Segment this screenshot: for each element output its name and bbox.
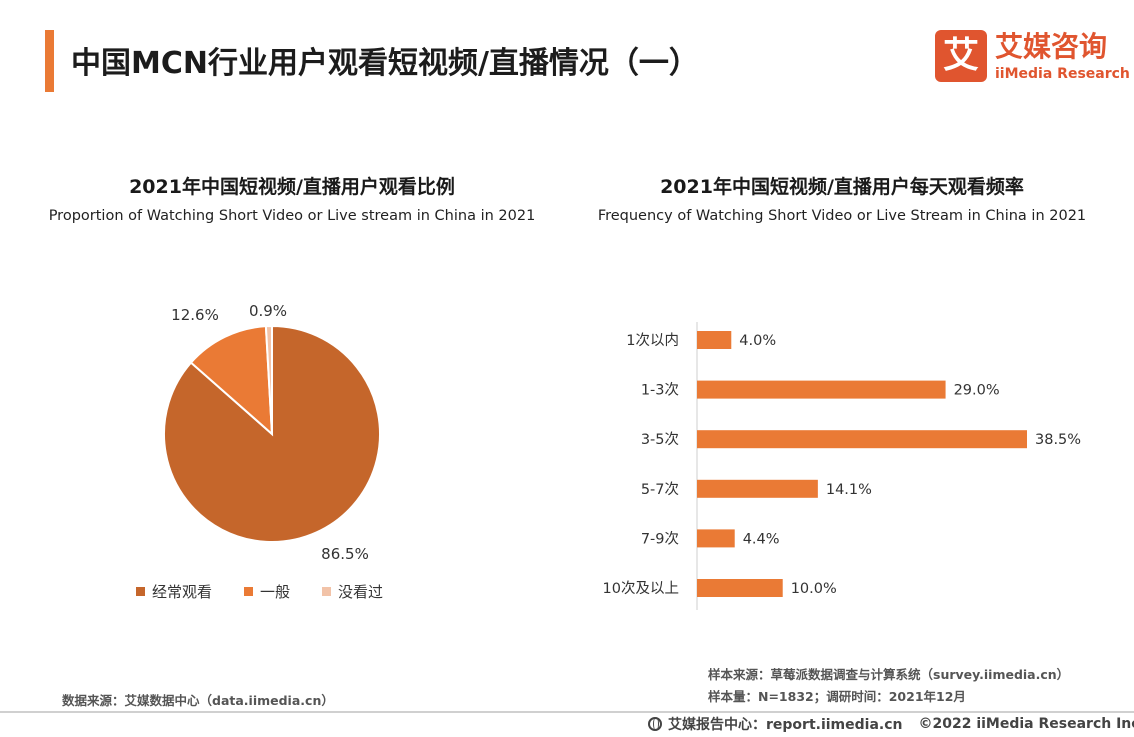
bar-2	[697, 380, 946, 399]
legend-swatch	[244, 587, 254, 596]
bar-1	[697, 331, 732, 349]
bar-category-label: 7-9次	[641, 530, 679, 547]
bar-category-label: 10次及以上	[603, 580, 679, 597]
data-source: 数据来源：艾媒数据中心（data.iimedia.cn）	[62, 693, 334, 708]
legend-label: 经常观看	[152, 583, 213, 601]
sample-source-note: 样本来源：草莓派数据调查与计算系统（survey.iimedia.cn）	[708, 667, 1070, 682]
bar-5	[697, 529, 735, 548]
pie-slice-label-3: 0.9%	[249, 302, 287, 320]
legend-label: 没看过	[338, 583, 384, 601]
legend-label: 一般	[260, 583, 291, 601]
bar-value-label: 38.5%	[1035, 432, 1081, 448]
pie-slice-2	[189, 325, 274, 437]
legend-item-1: 经常观看	[136, 581, 212, 602]
legend-swatch	[136, 587, 145, 596]
sample-notes: 样本来源：草莓派数据调查与计算系统（survey.iimedia.cn） 样本量…	[708, 664, 1069, 708]
bar-value-label: 4.0%	[739, 333, 776, 349]
sample-size-note: 样本量：N=1832；调研时间：2021年12月	[708, 689, 966, 704]
footer-report-center[interactable]: 艾媒报告中心：report.iimedia.cn	[668, 717, 903, 733]
bar-category-label: 5-7次	[641, 481, 679, 498]
bar-4	[697, 479, 818, 498]
pie-slice-label-1: 86.5%	[321, 545, 369, 563]
logo-glyph: 艾	[942, 35, 979, 76]
pie-chart-title: 2021年中国短视频/直播用户观看比例	[129, 176, 455, 198]
bar-chart-title: 2021年中国短视频/直播用户每天观看频率	[660, 176, 1024, 198]
bar-category-label: 1次以内	[626, 332, 679, 349]
bar-chart-subtitle: Frequency of Watching Short Video or Liv…	[597, 208, 1087, 224]
bar-value-label: 29.0%	[954, 383, 1000, 399]
bar-6	[697, 579, 783, 597]
bar-category-label: 3-5次	[641, 431, 679, 448]
page-title: 中国MCN行业用户观看短视频/直播情况（一）	[71, 46, 699, 81]
logo-name-en: iiMedia Research	[995, 66, 1130, 82]
footer: 艾媒报告中心：report.iimedia.cn ©2022 iiMedia R…	[648, 714, 1134, 734]
pie-slice-3	[264, 324, 273, 435]
globe-icon	[648, 717, 662, 731]
legend-swatch	[322, 587, 332, 596]
footer-divider	[0, 711, 1134, 713]
pie-chart-subtitle: Proportion of Watching Short Video or Li…	[48, 208, 536, 224]
bar-3	[697, 430, 1027, 449]
bar-category-label: 1-3次	[641, 382, 679, 399]
bar-value-label: 14.1%	[826, 482, 872, 498]
bar-value-label: 4.4%	[743, 531, 780, 547]
pie-slice-label-2: 12.6%	[171, 306, 219, 324]
footer-copyright: ©2022 iiMedia Research Inc	[918, 716, 1134, 732]
title-accent-bar	[45, 30, 54, 92]
brand-logo: 艾 艾媒咨询 iiMedia Research	[935, 30, 1130, 86]
bar-value-label: 10.0%	[791, 581, 837, 597]
pie-legend: 经常观看 一般 没看过	[136, 581, 415, 602]
legend-item-3: 没看过	[322, 581, 383, 602]
legend-item-2: 一般	[244, 581, 290, 602]
logo-name-cn: 艾媒咨询	[995, 30, 1108, 63]
ai-character-logo-icon: 艾	[935, 30, 987, 82]
